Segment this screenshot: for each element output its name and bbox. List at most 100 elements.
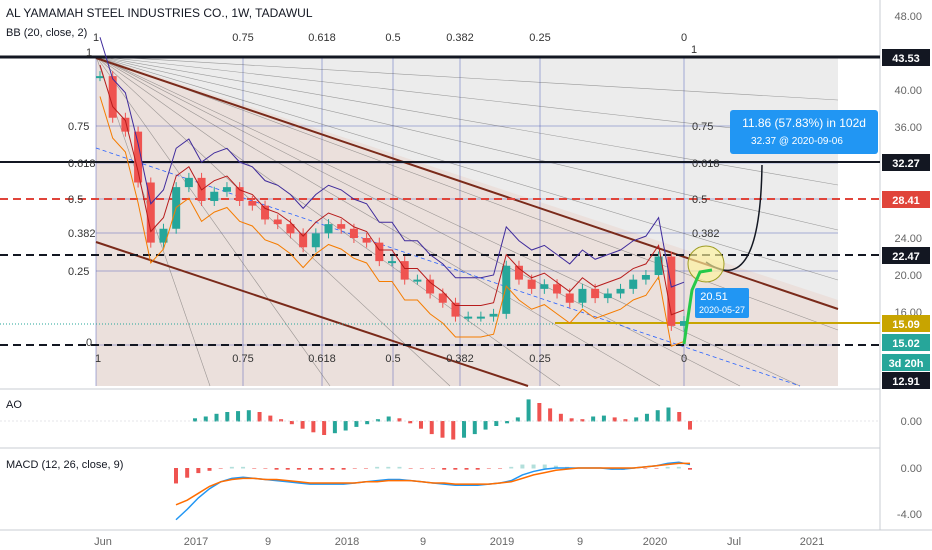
macd-hist-bar [341, 468, 346, 470]
fib-bottom-label: 0.618 [308, 353, 336, 365]
fib-bottom-label: 0.75 [232, 353, 253, 365]
ao-bar [322, 421, 327, 435]
fib-top-label: 1 [691, 44, 697, 56]
candle-body [299, 233, 308, 248]
macd-hist-bar [665, 466, 670, 469]
bb-indicator-label[interactable]: BB (20, close, 2) [6, 27, 88, 39]
fib-right-label: 0.5 [692, 194, 707, 206]
candle-body [616, 288, 625, 294]
macd-hist-bar [174, 468, 178, 484]
macd-hist-bar [408, 468, 413, 469]
candle-body [349, 228, 358, 238]
candle-body [502, 265, 511, 314]
ao-bar [268, 415, 273, 422]
projection-sublabel: 32.37 @ 2020-09-06 [751, 136, 843, 147]
candle-body [222, 187, 231, 192]
ao-bar [332, 421, 337, 434]
price-badge-label: 43.53 [892, 53, 920, 65]
ao-bar [289, 421, 294, 425]
macd-hist-bar [285, 468, 290, 470]
ao-bar [386, 416, 391, 422]
ao-bar [526, 399, 531, 422]
macd-hist-bar [363, 468, 368, 469]
fan-line [95, 55, 839, 101]
price-badge [882, 354, 930, 371]
ao-bar [472, 421, 477, 435]
ao-bar [580, 419, 585, 422]
price-badge-label: 15.02 [892, 338, 920, 350]
symbol-title: AL YAMAMAH STEEL INDUSTRIES CO., 1W, TAD… [6, 6, 313, 20]
ao-bar [537, 403, 542, 422]
candle-body [540, 284, 549, 289]
fib-left-label: 0.618 [68, 158, 96, 170]
candle-body [629, 279, 638, 289]
bb-lower [99, 96, 685, 347]
macd-hist-bar [531, 464, 536, 469]
trendline-lower [95, 241, 529, 387]
candle-body [426, 279, 435, 294]
ao-bar [279, 419, 284, 422]
time-tick: 2021 [800, 536, 824, 548]
ao-bar [365, 421, 370, 425]
price-badge [882, 372, 930, 389]
candle-body [464, 316, 473, 319]
macd-hist-bar [330, 468, 335, 470]
ao-bar [225, 412, 230, 422]
time-tick: 9 [420, 536, 426, 548]
fan-line [95, 55, 331, 387]
ao-bar [375, 419, 380, 422]
candle-body [375, 242, 384, 262]
macd-hist-bar [296, 468, 301, 470]
ao-bar [494, 421, 499, 426]
ao-bar [655, 410, 660, 422]
candle-body [451, 302, 460, 317]
ao-bar [418, 421, 423, 429]
price-badge-label: 3d 20h [889, 358, 924, 370]
fib-left-label: 0 [86, 337, 92, 349]
macd-hist-bar [263, 468, 268, 469]
macd-hist-bar [319, 468, 324, 470]
fib-bottom-label: 0 [681, 353, 687, 365]
candle-body [578, 288, 587, 303]
macd-hist-bar [431, 468, 435, 469]
macd-hist-bar [419, 468, 424, 469]
macd-hist-bar [375, 466, 380, 469]
ao-indicator-label[interactable]: AO [6, 399, 22, 411]
macd-hist-bar [553, 465, 558, 469]
time-tick: Jul [727, 536, 741, 548]
candle-body [553, 284, 562, 294]
macd-indicator-label[interactable]: MACD (12, 26, close, 9) [6, 459, 124, 471]
marker-label-box [695, 288, 749, 318]
fan-line [95, 55, 839, 281]
candle-body [527, 279, 536, 289]
fib-left-label: 0.75 [68, 121, 89, 133]
candle-body [337, 224, 346, 229]
ao-bar [462, 421, 467, 438]
ao-bar [548, 408, 553, 422]
macd-hist-bar [241, 466, 246, 469]
ao-bar [193, 418, 197, 422]
macd-hist-bar [352, 468, 357, 469]
fib-bottom-label: 1 [95, 353, 101, 365]
macd-hist-bar [386, 466, 391, 469]
fib-right-label: 0.618 [692, 158, 720, 170]
macd-hist-bar [185, 468, 190, 478]
candle-body [121, 117, 130, 132]
fib-top-label: 0.25 [529, 32, 550, 44]
price-badge-label: 12.91 [892, 376, 920, 388]
macd-hist-bar [229, 466, 234, 469]
candle-body [261, 205, 270, 220]
price-badge [882, 334, 930, 351]
price-badge [882, 247, 930, 264]
macd-hist-bar [274, 468, 279, 470]
marker-sublabel: 2020-05-27 [699, 305, 745, 315]
macd-hist-bar [442, 468, 447, 470]
ao-bar [451, 421, 456, 440]
fib-right-label: 0.75 [692, 121, 713, 133]
macd-hist-bar [688, 468, 692, 470]
macd-hist-bar [218, 468, 223, 469]
ao-bar [623, 419, 628, 422]
time-tick: Jun [94, 536, 112, 548]
